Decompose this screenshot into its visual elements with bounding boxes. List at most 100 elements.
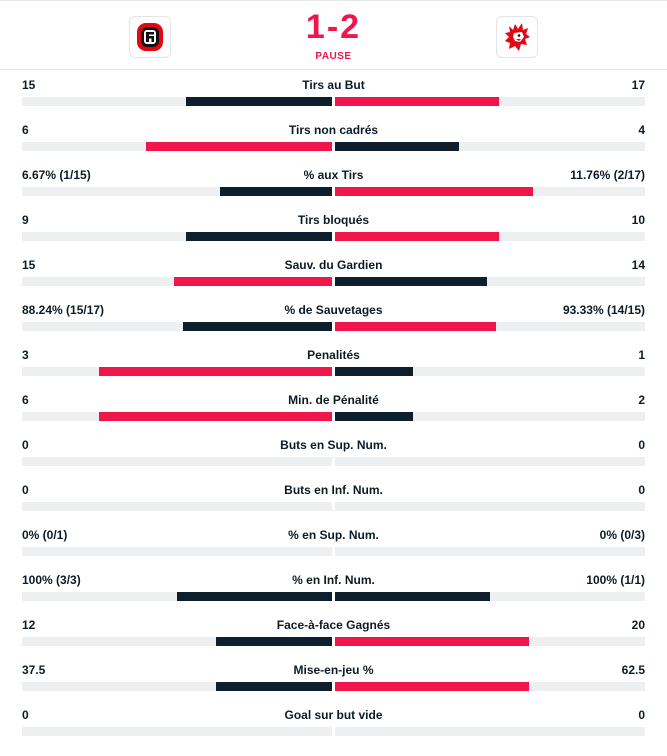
- stat-row: 15 Sauv. du Gardien 14: [0, 250, 667, 295]
- away-stat-bar-fill: [335, 322, 496, 331]
- stat-away-value: 10: [631, 213, 645, 227]
- stat-row: 12 Face-à-face Gagnés 20: [0, 610, 667, 655]
- lausanne-hc-lion-logo-icon: [505, 23, 530, 51]
- stat-label: Penalités: [307, 348, 360, 362]
- home-stat-bar-fill: [146, 142, 332, 151]
- stat-away-value: 0% (0/3): [599, 528, 645, 542]
- stat-away-value: 17: [631, 78, 645, 92]
- home-stat-bar-fill: [177, 592, 332, 601]
- stat-label: Goal sur but vide: [284, 708, 383, 722]
- away-stat-bar-track: [335, 457, 645, 466]
- home-stat-bar-fill: [216, 637, 332, 646]
- away-stat-bar-track: [335, 97, 645, 106]
- away-stat-bar-fill: [335, 232, 499, 241]
- away-stat-bar-track: [335, 682, 645, 691]
- stat-row: 100% (3/3) % en Inf. Num. 100% (1/1): [0, 565, 667, 610]
- stat-row: 0 Buts en Inf. Num. 0: [0, 475, 667, 520]
- away-stat-bar-fill: [335, 637, 529, 646]
- stat-row: 88.24% (15/17) % de Sauvetages 93.33% (14/…: [0, 295, 667, 340]
- stat-label: % de Sauvetages: [284, 303, 383, 317]
- stat-row: 0 Goal sur but vide 0: [0, 700, 667, 745]
- away-stat-bar-track: [335, 187, 645, 196]
- home-stat-bar-fill: [186, 232, 332, 241]
- stat-row: 9 Tirs bloqués 10: [0, 205, 667, 250]
- away-stat-bar-fill: [335, 142, 459, 151]
- stat-home-value: 6: [22, 393, 29, 407]
- away-team-logo[interactable]: [496, 16, 538, 58]
- away-stat-bar-track: [335, 322, 645, 331]
- away-stat-bar-track: [335, 727, 645, 736]
- stat-away-value: 0: [638, 438, 645, 452]
- stat-away-value: 93.33% (14/15): [562, 303, 645, 317]
- away-stat-bar-track: [335, 232, 645, 241]
- stat-home-value: 9: [22, 213, 29, 227]
- away-stat-bar-track: [335, 547, 645, 556]
- stats-list: 15 Tirs au But 17 6 Tirs non cadrés 4 6.67% (1…: [0, 70, 667, 745]
- stat-home-value: 12: [22, 618, 36, 632]
- home-stat-bar-track: [22, 547, 332, 556]
- stat-home-value: 0% (0/1): [22, 528, 68, 542]
- home-stat-bar-track: [22, 97, 332, 106]
- home-stat-bar-fill: [220, 187, 332, 196]
- home-stat-bar-track: [22, 142, 332, 151]
- away-stat-bar-track: [335, 502, 645, 511]
- stat-row: 37.5 Mise-en-jeu % 62.5: [0, 655, 667, 700]
- away-stat-bar-track: [335, 412, 645, 421]
- stat-away-value: 0: [638, 483, 645, 497]
- stat-away-value: 2: [638, 393, 645, 407]
- stat-label: Mise-en-jeu %: [293, 663, 374, 677]
- home-stat-bar-track: [22, 457, 332, 466]
- home-stat-bar-track: [22, 502, 332, 511]
- stat-label: % aux Tirs: [303, 168, 364, 182]
- stat-row: 0% (0/1) % en Sup. Num. 0% (0/3): [0, 520, 667, 565]
- stat-row: 0 Buts en Sup. Num. 0: [0, 430, 667, 475]
- away-stat-bar-track: [335, 277, 645, 286]
- match-status: PAUSE: [315, 51, 352, 62]
- home-stat-bar-track: [22, 277, 332, 286]
- stat-label: Tirs non cadrés: [288, 123, 379, 137]
- stat-home-value: 3: [22, 348, 29, 362]
- stat-label: Buts en Inf. Num.: [284, 483, 383, 497]
- stat-home-value: 88.24% (15/17): [22, 303, 105, 317]
- stat-row: 6 Tirs non cadrés 4: [0, 115, 667, 160]
- stat-row: 6 Min. de Pénalité 2: [0, 385, 667, 430]
- stat-away-value: 4: [638, 123, 645, 137]
- away-stat-bar-track: [335, 637, 645, 646]
- stat-home-value: 0: [22, 483, 29, 497]
- away-stat-bar-fill: [335, 277, 487, 286]
- stat-label: % en Inf. Num.: [292, 573, 375, 587]
- stat-label: Min. de Pénalité: [288, 393, 379, 407]
- stat-away-value: 20: [631, 618, 645, 632]
- stat-away-value: 62.5: [621, 663, 645, 677]
- home-stat-bar-track: [22, 727, 332, 736]
- home-stat-bar-fill: [216, 682, 332, 691]
- stat-home-value: 15: [22, 258, 36, 272]
- home-stat-bar-track: [22, 412, 332, 421]
- stat-row: 6.67% (1/15) % aux Tirs 11.76% (2/17): [0, 160, 667, 205]
- home-stat-bar-fill: [99, 412, 332, 421]
- stat-label: Face-à-face Gagnés: [276, 618, 391, 632]
- stat-home-value: 100% (3/3): [22, 573, 81, 587]
- stat-home-value: 6.67% (1/15): [22, 168, 91, 182]
- home-stat-bar-track: [22, 187, 332, 196]
- home-stat-bar-track: [22, 232, 332, 241]
- fribourg-gotteron-logo-icon: [137, 23, 163, 51]
- away-stat-bar-fill: [335, 592, 490, 601]
- stat-label: Tirs au But: [302, 78, 365, 92]
- match-header: 1-2 PAUSE: [0, 0, 667, 70]
- stat-home-value: 0: [22, 438, 29, 452]
- away-stat-bar-track: [335, 142, 645, 151]
- home-team-logo[interactable]: [129, 16, 171, 58]
- stat-row: 15 Tirs au But 17: [0, 70, 667, 115]
- home-stat-bar-fill: [99, 367, 332, 376]
- away-stat-bar-fill: [335, 97, 499, 106]
- stat-away-value: 11.76% (2/17): [570, 168, 645, 182]
- stat-home-value: 6: [22, 123, 29, 137]
- stat-label: Tirs bloqués: [297, 213, 370, 227]
- home-stat-bar-fill: [186, 97, 332, 106]
- stat-row: 3 Penalités 1: [0, 340, 667, 385]
- stat-away-value: 1: [638, 348, 645, 362]
- stat-away-value: 0: [638, 708, 645, 722]
- stat-home-value: 15: [22, 78, 36, 92]
- stat-away-value: 100% (1/1): [586, 573, 645, 587]
